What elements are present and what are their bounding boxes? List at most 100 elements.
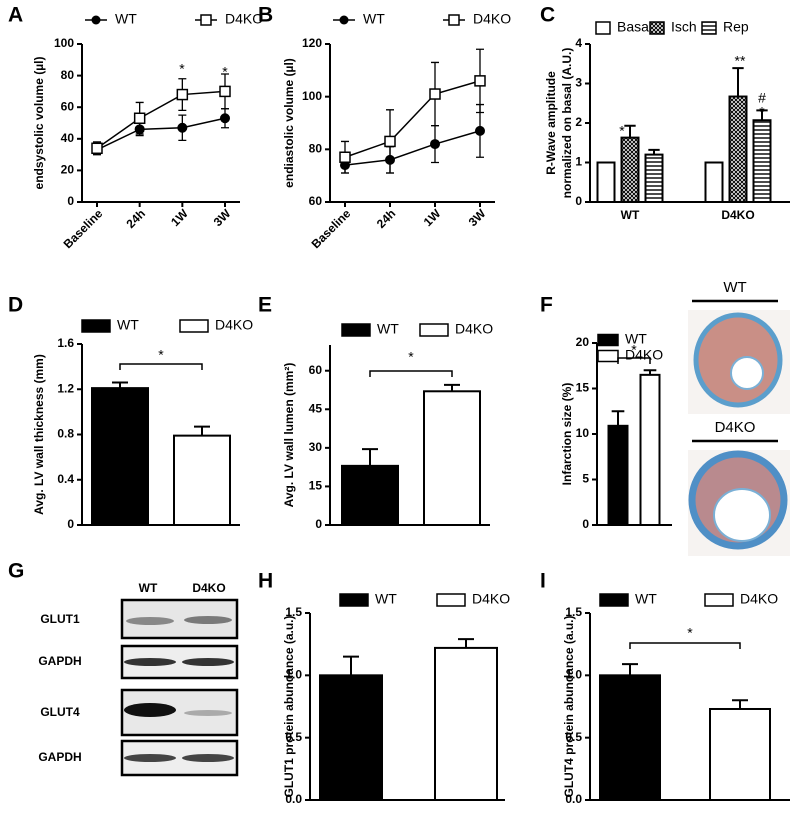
legend-swatch [81,319,111,333]
y-tick-label: 0.8 [57,427,74,441]
annotation: * [759,104,765,120]
y-tick-label: 15 [576,381,590,395]
marker [430,139,440,150]
panel-label: F [540,294,553,317]
significance-bracket [119,363,203,370]
error-bar [343,655,359,676]
y-tick-label: 0.0 [565,792,582,806]
legend-label: Basal [617,19,652,35]
legend-marker [91,15,101,25]
x-tick-label: 3W [466,206,489,229]
y-tick-label: 1.2 [57,381,74,395]
legend-swatch [179,319,209,333]
y-tick-label: 1 [575,155,582,169]
annotation: * [687,625,693,641]
error-bar [444,383,460,392]
y-tick-label: 0 [582,517,589,531]
y-tick-label: 100 [302,89,322,103]
error-bar [458,638,474,648]
bar [91,387,149,526]
marker [91,142,103,155]
legend-swatch [704,593,734,607]
error-bar [643,369,657,375]
x-tick-label: 24h [124,206,149,231]
blot-column: D4KO [192,581,225,595]
error-bar [732,699,748,709]
legend-label: WT [625,331,647,347]
y-tick-label: 1.6 [57,336,74,350]
bar [752,119,772,203]
legend-label: Isch [671,19,697,35]
marker [474,75,486,87]
x-tick-label: 1W [168,206,191,229]
blot-row: GAPDH [38,654,81,668]
y-tick-label: 0 [315,517,322,531]
y-axis-label: R-Wave amplitude [544,71,558,175]
legend-label: WT [375,591,397,607]
panel-label: I [540,570,546,593]
bar [434,646,498,802]
error-bar [611,410,625,426]
panel-label: C [540,4,555,27]
histology-label: WT [723,279,746,296]
error-bar [756,109,768,121]
histology: WT D4KO [688,279,790,556]
marker [339,151,351,163]
annotation: * [619,123,625,139]
error-bar [624,124,636,138]
panel-label: D [8,294,23,317]
legend-swatch [701,21,717,35]
marker [133,112,146,125]
y-tick-label: 30 [309,440,323,454]
blot-row: GLUT4 [40,705,80,719]
y-tick-label: 0.4 [57,472,74,486]
bar [341,464,399,527]
error-bar [648,148,660,155]
legend-label: WT [363,11,385,27]
y-tick-label: 5 [582,472,589,486]
x-tick-label: Baseline [61,206,106,251]
x-tick-label: D4KO [721,208,754,222]
y-axis-label: Infarction size (%) [560,383,574,486]
annotation: # [758,90,766,106]
y-tick-label: 2 [575,115,582,129]
error-bar [362,448,378,466]
bar [607,424,629,526]
y-tick-label: 10 [576,426,590,440]
error-bar [732,67,744,97]
series-line [96,90,226,149]
y-axis-label: GLUT1 protein abundance (a.u.) [282,615,296,797]
legend-swatch [341,323,371,337]
bar [620,136,640,204]
legend-label: WT [635,591,657,607]
panel-label: G [8,560,24,583]
bar [173,434,231,527]
y-tick-label: 15 [309,479,323,493]
error-bar [622,663,638,676]
bar [423,390,481,526]
significance-bracket [629,642,741,649]
marker [475,125,485,136]
panel-label: E [258,294,272,317]
bar [728,95,748,203]
y-axis-label: endiastolic volume (µl) [282,58,296,188]
y-tick-label: 120 [302,36,322,50]
y-tick-label: 20 [61,163,75,177]
panel-label: H [258,570,273,593]
legend-marker [339,15,349,25]
y-tick-label: 40 [61,131,75,145]
y-tick-label: 20 [576,335,590,349]
bar [644,153,664,204]
marker [176,88,189,101]
histology-label: D4KO [715,419,756,436]
legend-swatch [595,21,611,35]
x-tick-label: Baseline [309,206,354,251]
legend-label: D4KO [473,11,511,27]
y-tick-label: 100 [54,36,74,50]
y-tick-label: 1.0 [565,668,582,682]
legend-swatch [436,593,466,607]
bar [596,161,616,203]
y-tick-label: 1.5 [565,605,582,619]
x-tick-label: 3W [211,206,234,229]
y-tick-label: 0 [67,517,74,531]
